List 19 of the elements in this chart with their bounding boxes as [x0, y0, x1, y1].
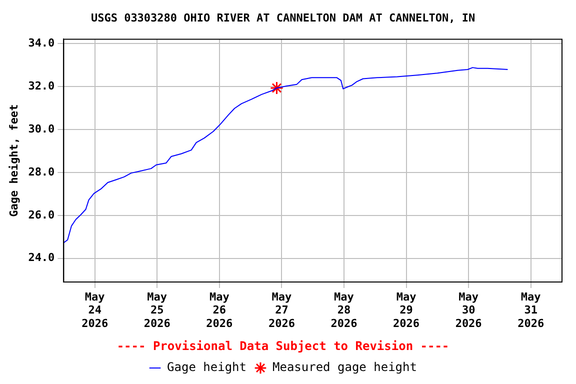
x-tick-label: May 30 2026: [455, 290, 482, 330]
y-tick-label: 32.0: [28, 79, 55, 92]
x-tick-label: May 26 2026: [206, 290, 234, 330]
x-tick-label: May 29 2026: [393, 290, 420, 330]
chart-title: USGS 03303280 OHIO RIVER AT CANNELTON DAM AT CANNELTON, IN: [90, 11, 476, 24]
x-tick-label: May 31 2026: [518, 290, 544, 330]
y-tick-label: 26.0: [28, 208, 55, 222]
text: ---- Provisional Data Subject to Revision ----: [116, 338, 450, 353]
y-tick-label: 28.0: [28, 165, 55, 178]
legend-label: Measured gage height: [272, 360, 417, 374]
x-tick-label: May 27 2026: [268, 290, 296, 330]
y-axis-title: Gage height, feet: [7, 104, 20, 217]
x-tick-label: May 25 2026: [144, 290, 171, 330]
x-tick-label: May 28 2026: [330, 290, 358, 330]
x-tick-label: May 24 2026: [82, 290, 108, 330]
y-tick-label: 34.0: [28, 36, 55, 50]
legend-label: Gage height: [167, 360, 247, 374]
y-tick-label: 30.0: [28, 122, 55, 136]
y-tick-label: 24.0: [28, 251, 55, 264]
